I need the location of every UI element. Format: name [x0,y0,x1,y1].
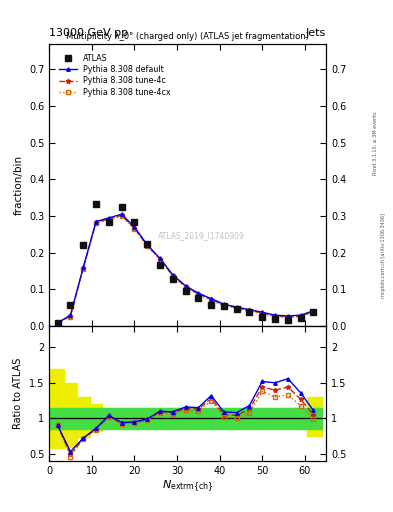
X-axis label: $N_\mathrm{extrm\{ch\}}$: $N_\mathrm{extrm\{ch\}}$ [162,478,213,495]
Y-axis label: fraction/bin: fraction/bin [13,155,23,215]
Text: Multiplicity λ_0° (charged only) (ATLAS jet fragmentation): Multiplicity λ_0° (charged only) (ATLAS … [66,32,309,40]
Y-axis label: Ratio to ATLAS: Ratio to ATLAS [13,358,23,429]
Text: Jets: Jets [306,28,326,38]
Text: mcplots.cern.ch [arXiv:1306.3436]: mcplots.cern.ch [arXiv:1306.3436] [381,214,386,298]
Legend: ATLAS, Pythia 8.308 default, Pythia 8.308 tune-4c, Pythia 8.308 tune-4cx: ATLAS, Pythia 8.308 default, Pythia 8.30… [56,50,174,100]
Text: ATLAS_2019_I1740909: ATLAS_2019_I1740909 [158,231,245,240]
Text: 13000 GeV pp: 13000 GeV pp [49,28,128,38]
Text: Rivet 3.1.10, ≥ 3M events: Rivet 3.1.10, ≥ 3M events [373,112,378,175]
